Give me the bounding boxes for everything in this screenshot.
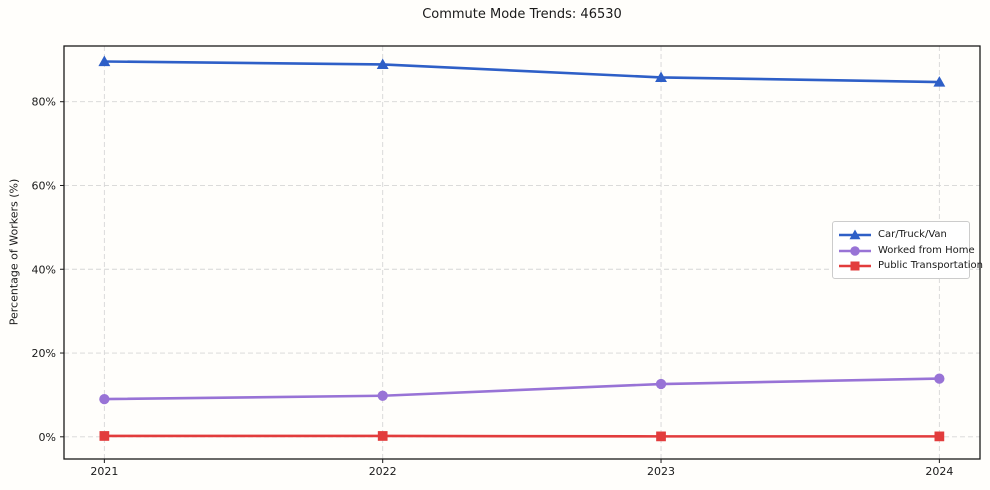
chart-title: Commute Mode Trends: 46530 (422, 7, 622, 22)
data-point-square-marker (99, 431, 110, 441)
y-tick-label: 20% (32, 347, 56, 360)
x-tick-label: 2024 (925, 465, 953, 478)
legend: Car/Truck/Van Worked from Home Public Tr… (832, 221, 983, 279)
data-point-triangle-marker (98, 55, 111, 67)
data-point-circle-marker (655, 378, 667, 390)
y-tick-label: 40% (32, 263, 56, 276)
tick-labels: 0% 20% 40% 60% 80% 2021 2022 2023 2024 (32, 96, 954, 478)
data-point-triangle-marker (655, 71, 667, 83)
y-tick-label: 0% (39, 431, 56, 444)
data-point-triangle-marker (376, 58, 389, 70)
worked-from-home-swatch-icon (839, 245, 871, 256)
legend-label: Public Transportation (878, 260, 983, 271)
data-point-square-marker (850, 261, 860, 271)
axis-ticks (60, 101, 940, 463)
data-point-circle-marker (850, 245, 860, 256)
data-point-square-marker (934, 431, 945, 442)
data-point-square-marker (377, 431, 388, 441)
legend-entry-car-truck-van: Car/Truck/Van (838, 227, 961, 242)
x-tick-label: 2021 (90, 465, 118, 478)
legend-entry-worked-from-home: Worked from Home (838, 243, 975, 258)
series-worked-from-home (99, 373, 945, 405)
data-point-square-marker (656, 431, 666, 442)
y-tick-label: 60% (32, 179, 56, 192)
data-point-circle-marker (934, 373, 945, 384)
x-tick-label: 2022 (369, 465, 397, 478)
data-point-circle-marker (99, 393, 110, 405)
legend-entry-public-transportation: Public Transportation (838, 258, 983, 273)
public-transportation-swatch-icon (839, 261, 871, 271)
data-point-triangle-marker (933, 76, 946, 87)
series-car-truck-van (98, 55, 946, 87)
car-truck-van-swatch-icon (839, 229, 871, 240)
legend-label: Car/Truck/Van (878, 229, 947, 240)
plot-border (63, 45, 981, 460)
legend-label: Worked from Home (878, 244, 975, 256)
y-tick-label: 80% (32, 96, 56, 109)
x-tick-label: 2023 (647, 465, 675, 478)
data-point-circle-marker (377, 390, 388, 401)
series-public-transportation (99, 431, 945, 442)
data-point-triangle-marker (849, 229, 861, 240)
series-line-car-truck-van (103, 60, 941, 84)
series-line-worked-from-home (103, 377, 941, 401)
